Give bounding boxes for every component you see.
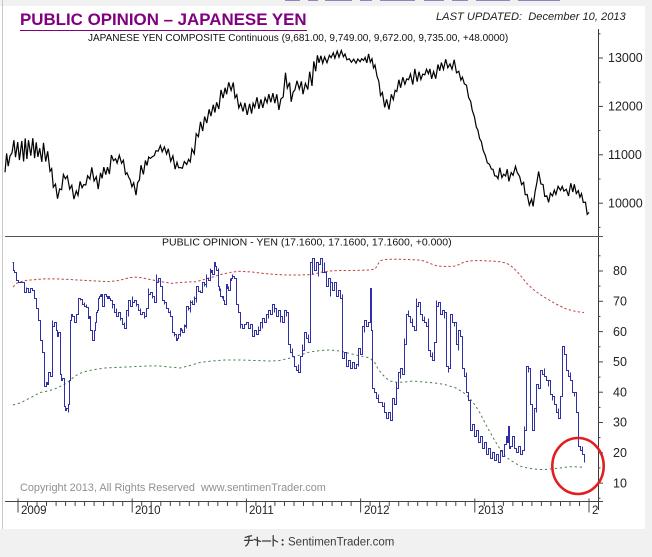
svg-text:10: 10 — [613, 476, 627, 490]
svg-text:2012: 2012 — [364, 505, 390, 517]
svg-text:2010: 2010 — [135, 505, 161, 517]
svg-text:2011: 2011 — [249, 505, 274, 517]
svg-text:50: 50 — [613, 355, 627, 369]
svg-text:JAPANESE YEN COMPOSITE Continu: JAPANESE YEN COMPOSITE Continuous (9,681… — [88, 33, 508, 44]
svg-text:40: 40 — [613, 385, 627, 399]
svg-text:12000: 12000 — [608, 100, 643, 114]
svg-text:2: 2 — [592, 505, 598, 517]
svg-text:13000: 13000 — [608, 51, 643, 65]
svg-text:70: 70 — [613, 295, 627, 309]
svg-text:Copyright 2013, All Rights Res: Copyright 2013, All Rights Reserved www.… — [20, 482, 326, 494]
svg-text:80: 80 — [613, 264, 627, 278]
svg-text:30: 30 — [613, 416, 627, 430]
svg-text:10000: 10000 — [608, 196, 643, 210]
svg-text:2013: 2013 — [478, 505, 504, 517]
svg-text:SentimenTrader.com: SentimenTrader.com — [288, 537, 394, 549]
svg-text:20: 20 — [613, 446, 627, 460]
svg-text:2009: 2009 — [21, 505, 47, 517]
svg-text:11000: 11000 — [608, 148, 642, 162]
svg-text:60: 60 — [613, 325, 627, 339]
svg-text:PUBLIC OPINION - YEN (17.1600,: PUBLIC OPINION - YEN (17.1600, 17.1600, … — [162, 236, 452, 248]
